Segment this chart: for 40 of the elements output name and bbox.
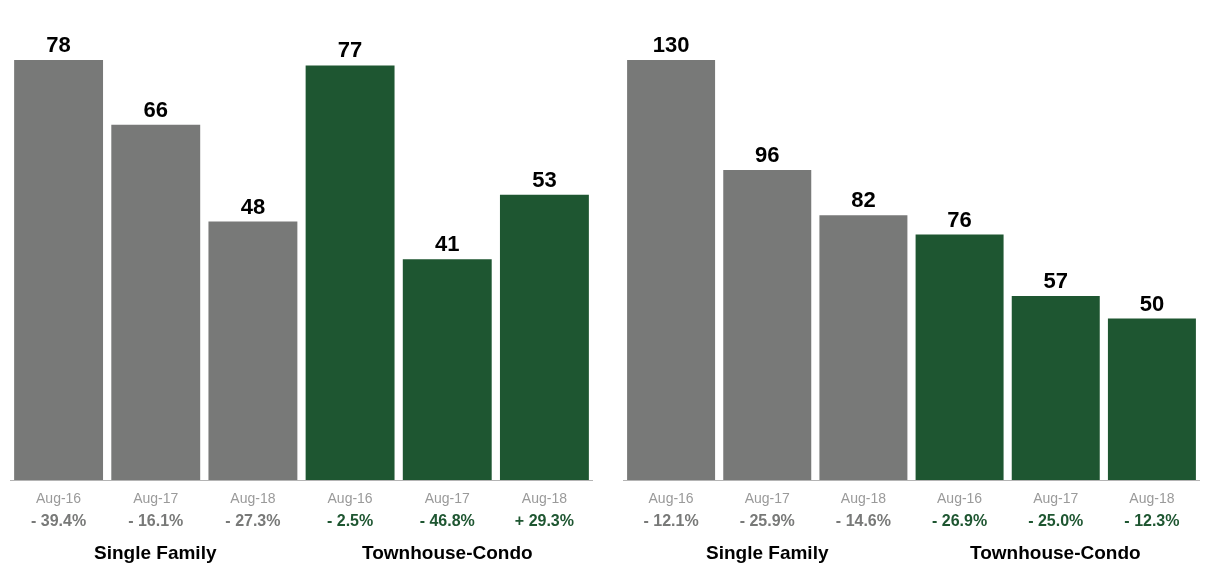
- data-label: 77: [337, 37, 363, 63]
- x-tick-label: Aug-16 - 39.4%: [31, 489, 87, 529]
- bar: [1107, 318, 1196, 480]
- bar: [402, 259, 492, 480]
- data-label: 82: [850, 187, 876, 213]
- data-label: 96: [754, 141, 779, 167]
- data-label: 76: [946, 206, 972, 232]
- data-label: 50: [1139, 290, 1164, 316]
- data-label: 66: [143, 96, 168, 122]
- bar: [818, 215, 907, 480]
- x-tick-label: Aug-17 - 46.8%: [419, 489, 475, 529]
- bar: [305, 65, 395, 480]
- bar: [626, 60, 715, 480]
- data-label: 48: [240, 193, 266, 219]
- text: Townhouse-Condo: [362, 542, 533, 563]
- data-label: 78: [46, 32, 71, 58]
- bar: [111, 124, 201, 480]
- x-tick-label: Aug-16 - 12.1%: [643, 489, 699, 529]
- x-tick-label: Aug-18 - 12.3%: [1123, 489, 1179, 529]
- bar: [1011, 295, 1100, 480]
- data-label: 130: [652, 32, 689, 58]
- x-tick-label: Aug-18 - 14.6%: [835, 489, 891, 529]
- x-tick-label: Aug-17 - 16.1%: [128, 489, 184, 529]
- bar: [208, 221, 298, 480]
- x-tick-label: Aug-16 - 2.5%: [326, 489, 374, 529]
- data-label: 41: [435, 231, 460, 257]
- x-tick-label: Aug-18 - 27.3%: [225, 489, 281, 529]
- x-tick-label: Aug-18 + 29.3%: [514, 489, 574, 529]
- data-label: 57: [1043, 267, 1068, 293]
- x-tick-label: Aug-17 - 25.0%: [1027, 489, 1083, 529]
- text: Townhouse-Condo: [969, 542, 1141, 563]
- bar: [722, 169, 811, 480]
- bar: [915, 234, 1004, 480]
- text: Single Family: [94, 542, 217, 563]
- x-tick-label: Aug-16 - 26.9%: [931, 489, 987, 529]
- bar: [14, 60, 104, 480]
- bar: [499, 194, 589, 480]
- data-label: 53: [532, 166, 557, 192]
- text: Single Family: [705, 542, 829, 563]
- x-tick-label: Aug-17 - 25.9%: [739, 489, 795, 529]
